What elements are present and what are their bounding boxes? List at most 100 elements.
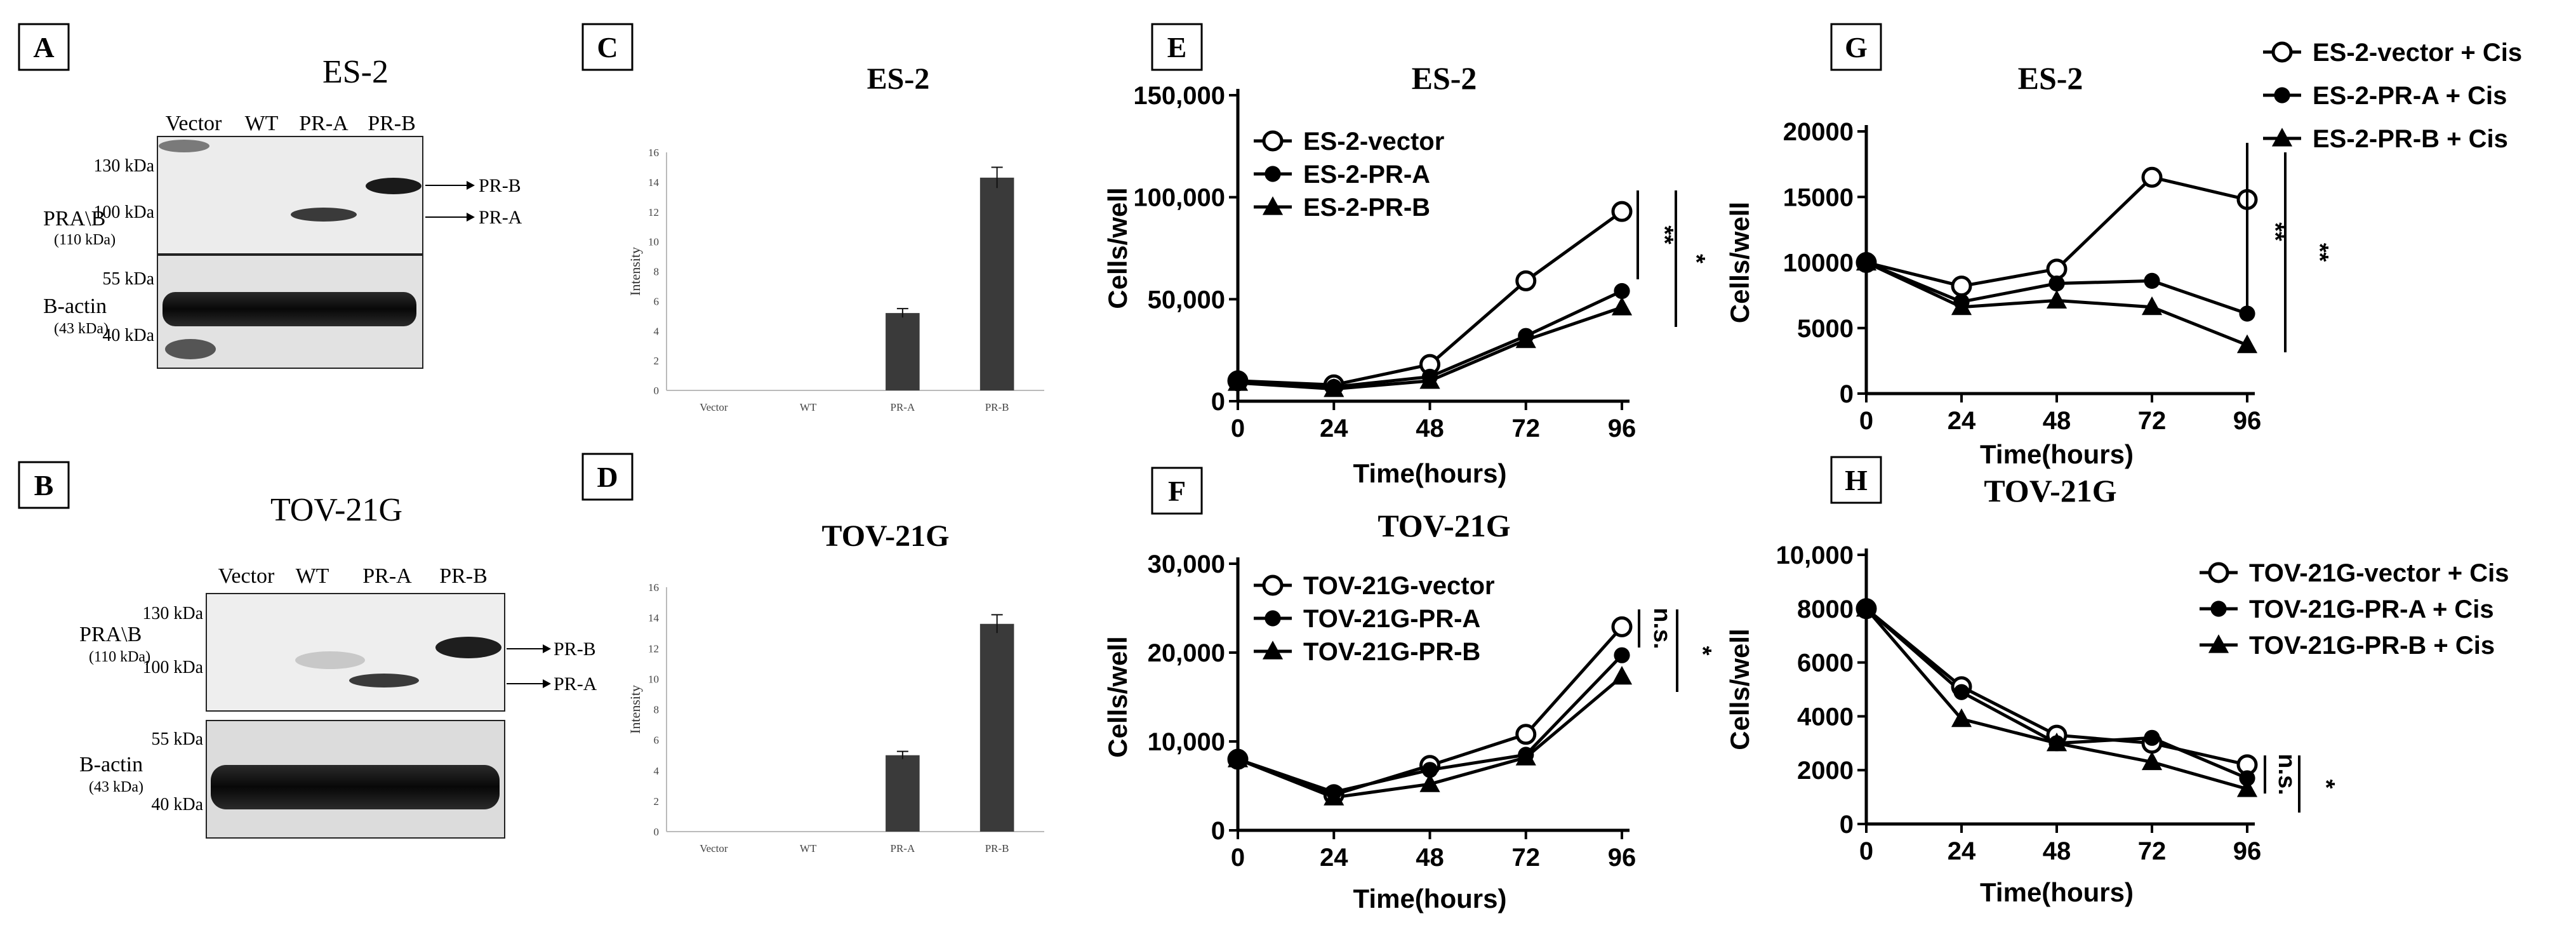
- data-point-circle: [2144, 729, 2160, 746]
- bar: [886, 755, 920, 832]
- data-point-open-circle: [1515, 724, 1537, 745]
- pr-b-band: [366, 178, 422, 194]
- lane-label: PR-B: [368, 112, 416, 135]
- x-tick-label: 48: [2043, 407, 2071, 435]
- significance-label: **: [1651, 225, 1678, 244]
- band-arrow-label: PR-A: [554, 674, 597, 694]
- data-point-triangle: [2236, 334, 2258, 354]
- panel-letter-D: D: [581, 453, 634, 501]
- actin-label: B-actin: [43, 295, 107, 318]
- legend-label: ES-2-vector + Cis: [2313, 39, 2522, 67]
- data-point-circle: [2239, 770, 2255, 787]
- pr-size-label: (110 kDa): [54, 232, 116, 248]
- x-tick-label: 48: [2043, 837, 2071, 865]
- blot-title: ES-2: [322, 54, 388, 90]
- actin-size-label: (43 kDa): [89, 779, 143, 795]
- y-tick-label: 12: [648, 206, 659, 218]
- marker-label: 40 kDa: [151, 795, 203, 814]
- data-point-circle: [1265, 166, 1281, 182]
- x-tick-label: 0: [1859, 407, 1873, 435]
- significance-label: n.s.: [1649, 608, 1675, 649]
- data-point-triangle: [1262, 641, 1284, 660]
- lane-label: WT: [296, 564, 329, 588]
- x-tick-label: WT: [800, 842, 817, 854]
- x-tick-label: 24: [1948, 407, 1976, 435]
- bar: [886, 313, 920, 390]
- panel-letter-G: G: [1830, 23, 1882, 71]
- panel-letter-H: H: [1830, 456, 1882, 504]
- chart-title: TOV-21G: [822, 519, 950, 553]
- y-tick-label: 10: [648, 673, 659, 685]
- y-axis-label: Intensity: [627, 247, 643, 296]
- x-tick-label: 0: [1231, 415, 1245, 442]
- legend-label: ES-2-PR-A + Cis: [2313, 82, 2507, 110]
- marker-label: 40 kDa: [102, 326, 154, 345]
- x-tick-label: 72: [1512, 415, 1541, 442]
- data-point-triangle: [1227, 748, 1249, 767]
- panel-letter-C: C: [581, 23, 634, 71]
- significance-label: *: [1683, 254, 1710, 263]
- y-axis-label: Cells/well: [1103, 187, 1132, 309]
- x-tick-label: WT: [800, 401, 817, 413]
- y-tick-label: 20000: [1783, 118, 1854, 146]
- western-blot-es2: ES-2 Vector WT PR-A PR-B PRA\B (110 kDa)…: [43, 54, 522, 369]
- y-tick-label: 8: [654, 266, 660, 278]
- data-point-triangle: [2271, 128, 2293, 147]
- x-tick-label: 72: [2138, 837, 2167, 865]
- y-tick-label: 0: [1840, 380, 1854, 408]
- y-axis-label: Cells/well: [1725, 202, 1755, 323]
- chart-title: TOV-21G: [1378, 508, 1510, 543]
- y-tick-label: 6: [654, 734, 660, 747]
- x-tick-label: 0: [1231, 844, 1245, 872]
- data-point-open-circle: [2271, 41, 2293, 63]
- pr-a-band: [349, 674, 419, 688]
- legend-label: TOV-21G-vector: [1303, 572, 1495, 600]
- legend-label: TOV-21G-vector + Cis: [2249, 559, 2509, 587]
- y-tick-label: 2: [654, 795, 660, 807]
- y-tick-label: 0: [654, 385, 660, 397]
- data-point-circle: [1614, 647, 1630, 663]
- chart-title: ES-2: [1412, 60, 1477, 96]
- band-arrow-label: PR-A: [479, 207, 522, 228]
- arrow-icon: [467, 213, 475, 222]
- legend-label: TOV-21G-PR-A + Cis: [2249, 595, 2494, 623]
- data-point-circle: [1421, 762, 1438, 778]
- data-point-triangle: [1262, 196, 1284, 215]
- lane-label: PR-B: [439, 564, 488, 588]
- series-line: [1865, 608, 2248, 791]
- actin-size-label: (43 kDa): [54, 321, 109, 337]
- legend-label: TOV-21G-PR-B + Cis: [2249, 632, 2495, 660]
- x-axis-label: Time(hours): [1980, 439, 2134, 469]
- chart-title: ES-2: [867, 62, 930, 96]
- data-point-triangle: [1515, 329, 1536, 349]
- y-tick-label: 0: [1211, 817, 1225, 845]
- y-tick-label: 10,000: [1148, 728, 1225, 756]
- data-point-triangle: [2208, 634, 2229, 653]
- data-point-triangle: [1611, 666, 1633, 685]
- y-tick-label: 0: [654, 826, 660, 838]
- chart-g-es2-cisplatin: ES-2 0 5000 10000 15000 20000 0 24 48 72 96 Time(ho…: [1725, 39, 2522, 469]
- arrow-icon: [543, 679, 551, 688]
- data-point-circle: [2210, 601, 2227, 617]
- band-arrow-label: PR-B: [479, 175, 521, 196]
- arrow-icon: [543, 644, 551, 653]
- y-tick-label: 30,000: [1148, 550, 1225, 578]
- bar: [979, 623, 1014, 832]
- data-point-open-circle: [1262, 130, 1284, 152]
- data-point-circle: [2274, 87, 2290, 103]
- x-tick-label: 24: [1320, 844, 1348, 872]
- panel-letter-text: B: [34, 469, 54, 502]
- x-tick-label: 24: [1320, 415, 1348, 442]
- y-tick-label: 12: [648, 642, 659, 654]
- data-point-open-circle: [1262, 575, 1284, 596]
- y-tick-label: 0: [1840, 811, 1854, 839]
- legend-label: TOV-21G-PR-A: [1303, 605, 1480, 633]
- y-tick-label: 8: [654, 704, 660, 716]
- data-point-triangle: [2141, 296, 2163, 316]
- y-tick-label: 6000: [1797, 649, 1854, 677]
- significance-label: *: [1689, 646, 1716, 656]
- blot-title: TOV-21G: [270, 492, 402, 528]
- y-tick-label: 10: [648, 236, 659, 248]
- y-axis-label: Cells/well: [1725, 628, 1755, 750]
